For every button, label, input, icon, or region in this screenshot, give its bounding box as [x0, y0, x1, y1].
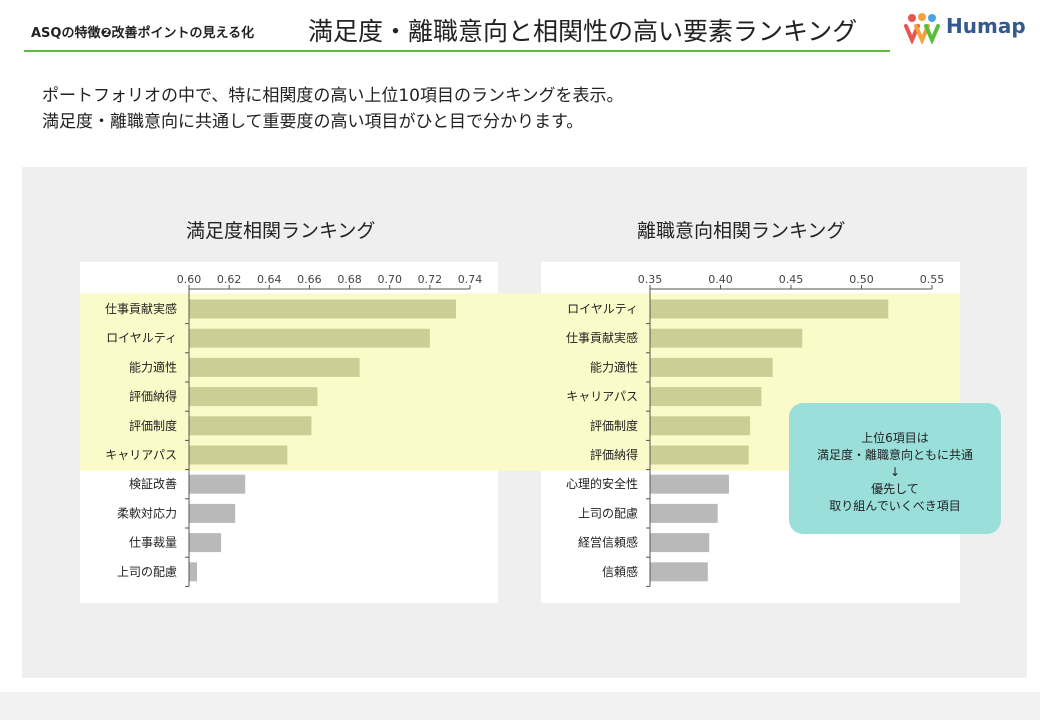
intro-line-1: ポートフォリオの中で、特に相関度の高い上位10項目のランキングを表示。 — [42, 86, 624, 106]
page-title: 満足度・離職意向と相関性の高い要素ランキング — [308, 17, 858, 46]
intro-text: ポートフォリオの中で、特に相関度の高い上位10項目のランキングを表示。 満足度・… — [42, 83, 623, 135]
chart-title-satisfaction: 満足度相関ランキング — [186, 220, 376, 242]
humap-logo: Humap — [904, 12, 1026, 46]
callout-box: 上位6項目は 満足度・離職意向ともに共通 ↓ 優先して 取り組んでいくべき項目 — [789, 403, 1001, 534]
logo-text: Humap — [946, 14, 1026, 38]
callout-line-3: 優先して — [871, 482, 919, 496]
header: ASQの特徴❷改善ポイントの見える化 満足度・離職意向と相関性の高い要素ランキン… — [0, 0, 1040, 52]
callout-arrow: ↓ — [889, 465, 901, 479]
footer-bar — [0, 692, 1040, 720]
callout-line-1: 上位6項目は — [861, 431, 929, 445]
chart-title-turnover: 離職意向相関ランキング — [637, 220, 846, 242]
header-subtitle: ASQの特徴❷改善ポイントの見える化 — [31, 26, 255, 41]
callout-line-2: 満足度・離職意向ともに共通 — [816, 448, 973, 462]
people-logo-icon — [904, 13, 940, 46]
header-rule — [24, 50, 890, 52]
callout-line-4: 取り組んでいくべき項目 — [829, 499, 961, 513]
intro-line-2: 満足度・離職意向に共通して重要度の高い項目がひと目で分かります。 — [42, 112, 584, 132]
